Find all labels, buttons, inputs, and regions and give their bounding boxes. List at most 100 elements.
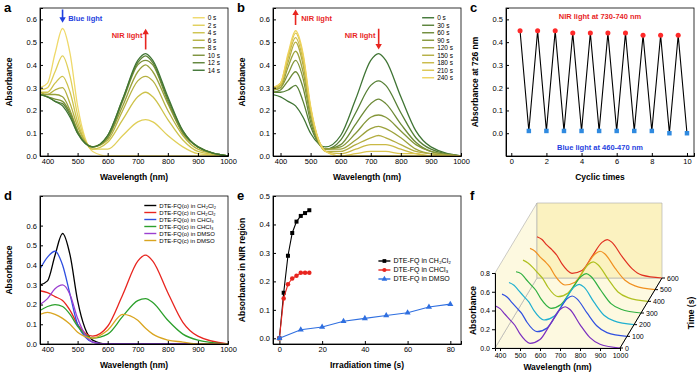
tick-mark — [273, 338, 276, 339]
data-point — [641, 33, 646, 38]
data-point — [405, 309, 411, 314]
tick: 700 — [132, 341, 145, 354]
legend-label: 60 s — [437, 29, 450, 36]
legend-label: 0 s — [437, 14, 446, 21]
legend-entry: 2 s — [193, 22, 217, 29]
series-line — [40, 76, 228, 156]
legend-swatch — [422, 40, 434, 41]
legend-entry: 8 s — [193, 44, 217, 51]
panel: 40050060070080090010000.00.10.20.30.40.5… — [4, 8, 237, 182]
tick-label: 700 — [132, 157, 145, 166]
tick-label: 0 — [625, 345, 629, 352]
tick-label: 0.6 — [260, 15, 270, 24]
tick-label: 4 — [580, 157, 584, 166]
panel-label: e — [237, 188, 244, 203]
tick-label: 2 — [545, 157, 549, 166]
tick: 0.0 — [480, 345, 495, 352]
tick-mark — [40, 226, 43, 227]
series-line — [40, 56, 228, 156]
tick-mark — [408, 341, 409, 344]
tick-mark — [506, 65, 509, 66]
tick: 0.0 — [27, 152, 43, 161]
legend: DTE-FQ(o) in CH₂Cl₂DTE-FQ(c) in CH₂Cl₂DT… — [144, 203, 216, 244]
tick-mark — [655, 289, 658, 290]
tick-mark — [546, 153, 547, 156]
tick: 0.6 — [480, 288, 495, 295]
tick-mark — [48, 341, 49, 344]
tick-label: 400 — [42, 345, 55, 354]
data-point — [605, 31, 610, 36]
data-point — [276, 335, 282, 340]
tick: 80 — [447, 341, 455, 354]
tick-label: 10 — [683, 157, 691, 166]
legend-swatch — [422, 25, 434, 26]
tick-label: 400 — [495, 352, 507, 359]
tick-mark — [48, 153, 49, 156]
series-line — [40, 76, 228, 156]
tick-label: 900 — [192, 345, 205, 354]
tick-label: 600 — [535, 352, 547, 359]
y-axis: 0.00.10.20.30.40.5 — [260, 192, 276, 345]
legend-marker — [382, 276, 388, 281]
tick: 0.6 — [27, 15, 43, 24]
annotation: NIR light — [345, 31, 376, 40]
tick-label: 0.6 — [480, 288, 490, 295]
tick: 0 — [278, 341, 282, 354]
legend-entry: 14 s — [193, 67, 221, 74]
tick-label: 0.2 — [27, 300, 37, 309]
tick: 600 — [535, 348, 547, 359]
axis-title: Time (s) — [686, 297, 696, 330]
tick-label: 400 — [42, 157, 55, 166]
series-line — [273, 60, 461, 156]
x-axis: 4005006007008009001000 — [41, 341, 237, 354]
data-point — [290, 276, 295, 281]
legend-label: DTE-FQ in CHCl₃ — [393, 266, 448, 274]
legend-swatch — [144, 219, 156, 220]
tick-label: 0.1 — [27, 129, 37, 138]
legend-label: 0 s — [208, 14, 217, 21]
series-line — [40, 54, 228, 156]
annotation: Blue light at 460-470 nm — [557, 143, 643, 152]
tick-label: 0.1 — [260, 306, 270, 315]
legend-label: DTE-FQ in CH₂Cl₂ — [393, 257, 451, 265]
tick: 0.4 — [480, 307, 495, 314]
spectrum-line — [537, 237, 662, 278]
tick-mark — [627, 336, 630, 337]
tick-mark — [198, 153, 199, 156]
legend-swatch — [144, 240, 156, 241]
plot-area — [276, 208, 453, 340]
axis-line — [274, 197, 277, 345]
axis-title: Wavelength (nm) — [100, 172, 168, 182]
tick: 10 — [683, 153, 691, 166]
series-line — [279, 273, 309, 338]
tick-mark — [168, 153, 169, 156]
data-point — [294, 273, 299, 278]
tick: 500 — [72, 153, 85, 166]
legend-label: 12 s — [208, 59, 221, 66]
tick-label: 0.1 — [260, 129, 270, 138]
tick-label: 600 — [335, 157, 348, 166]
tick-mark — [492, 348, 495, 349]
tick-mark — [401, 153, 402, 156]
panel: 40050060070080090010000.00.10.20.30.40.5… — [237, 8, 470, 182]
tick-mark — [273, 65, 276, 66]
legend-label: 120 s — [437, 44, 454, 51]
tick-mark — [273, 42, 276, 43]
legend-label: 14 s — [208, 67, 221, 74]
legend-entry: DTE-FQ(c) in CHCl₃ — [144, 224, 214, 230]
arrow-head — [375, 44, 381, 50]
plot-frame — [506, 8, 694, 156]
legend-marker — [383, 259, 387, 263]
legend-label: 4 s — [208, 29, 217, 36]
tick-mark — [560, 348, 561, 351]
tick-label: 0.5 — [260, 38, 270, 47]
tick-label: 0.1 — [493, 106, 503, 115]
tick-mark — [580, 348, 581, 351]
tick-label: 0.4 — [260, 61, 270, 70]
panel: 02468100.00.10.20.30.40.5Cyclic timesAbs… — [470, 8, 695, 182]
data-point — [299, 271, 304, 276]
legend-swatch — [144, 226, 156, 227]
tick-mark — [540, 348, 541, 351]
tick: 0.2 — [260, 277, 276, 286]
tick-mark — [322, 341, 323, 344]
